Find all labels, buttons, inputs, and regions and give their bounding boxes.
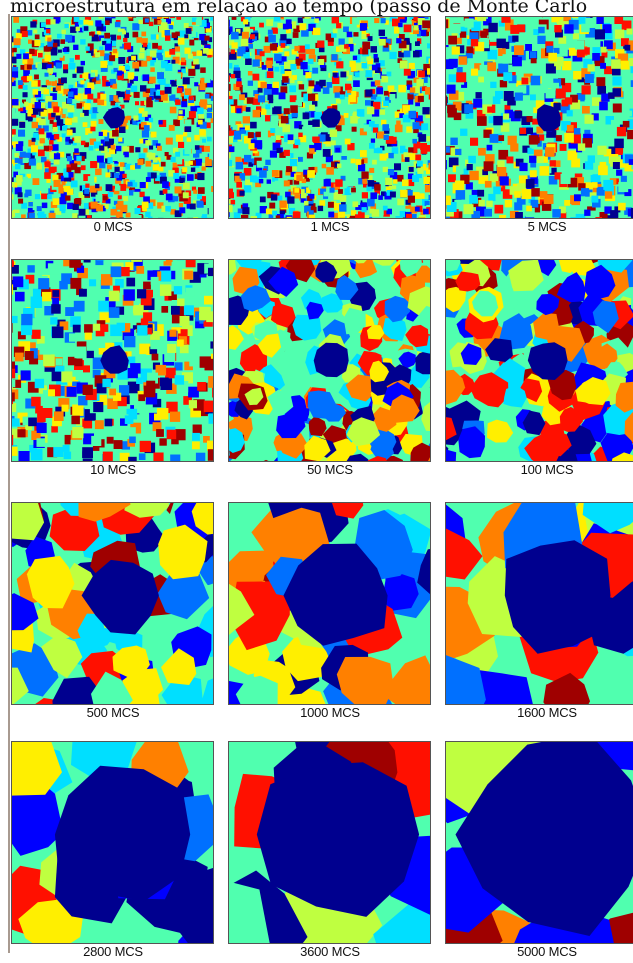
panel-mcs-label: 2800 MCS [11, 944, 215, 959]
grain-map-image [228, 16, 431, 219]
panel-mcs-label: 50 MCS [228, 462, 432, 477]
panel-mcs-label: 10 MCS [11, 462, 215, 477]
panel-mcs-label: 1000 MCS [228, 705, 432, 720]
panel-mcs-label: 3600 MCS [228, 944, 432, 959]
panel-mcs-label: 5000 MCS [445, 944, 633, 959]
grain-map-image [228, 259, 431, 462]
figure-caption-fragment: microestrutura em relação ao tempo (pass… [0, 0, 633, 17]
microstructure-panel: 1000 MCS [228, 502, 432, 724]
microstructure-panel: 2800 MCS [11, 741, 215, 963]
panel-mcs-label: 5 MCS [445, 219, 633, 234]
grain-map-image [445, 502, 633, 705]
grain-map-image [11, 741, 214, 944]
microstructure-panel: 5 MCS [445, 16, 633, 238]
grain-map-image [445, 741, 633, 944]
grain-map-image [11, 502, 214, 705]
page-margin-rule [8, 14, 10, 953]
panel-mcs-label: 500 MCS [11, 705, 215, 720]
grain-map-image [228, 741, 431, 944]
microstructure-panel: 3600 MCS [228, 741, 432, 963]
microstructure-panel: 0 MCS [11, 16, 215, 238]
panel-mcs-label: 1 MCS [228, 219, 432, 234]
microstructure-panel: 100 MCS [445, 259, 633, 481]
grain-map-image [11, 16, 214, 219]
microstructure-panel: 50 MCS [228, 259, 432, 481]
panel-mcs-label: 1600 MCS [445, 705, 633, 720]
microstructure-panel: 1 MCS [228, 16, 432, 238]
grain-map-image [228, 502, 431, 705]
microstructure-panel: 5000 MCS [445, 741, 633, 963]
panel-mcs-label: 0 MCS [11, 219, 215, 234]
grain-map-image [445, 259, 633, 462]
panel-mcs-label: 100 MCS [445, 462, 633, 477]
microstructure-panel: 1600 MCS [445, 502, 633, 724]
microstructure-panel: 10 MCS [11, 259, 215, 481]
grain-map-image [445, 16, 633, 219]
microstructure-panel: 500 MCS [11, 502, 215, 724]
grain-map-image [11, 259, 214, 462]
